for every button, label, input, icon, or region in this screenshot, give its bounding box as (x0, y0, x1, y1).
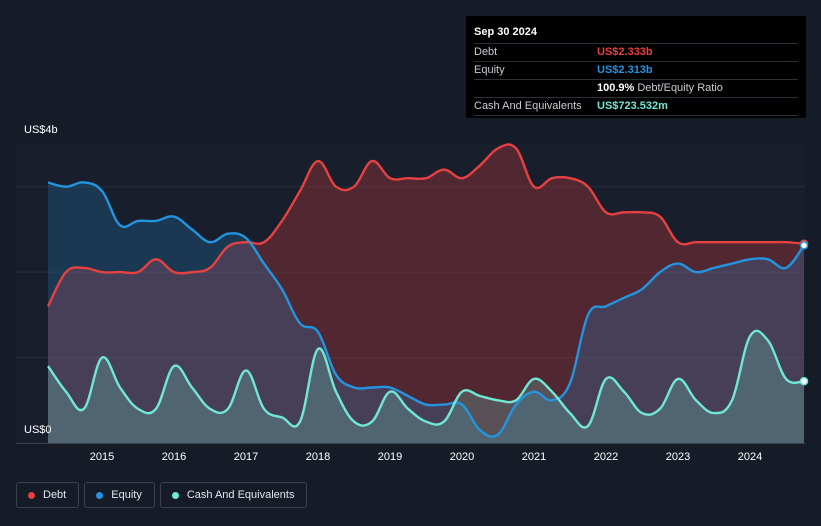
tooltip-panel: Sep 30 2024 Debt US$2.333b Equity US$2.3… (466, 16, 806, 118)
tooltip-row-equity: Equity US$2.313b (474, 61, 798, 79)
x-tick-label: 2021 (521, 451, 547, 463)
tooltip-debt-value: US$2.333b (597, 46, 653, 58)
x-tick-label: 2022 (593, 451, 619, 463)
tooltip-ratio-spacer (474, 80, 597, 97)
x-tick-label: 2023 (665, 451, 691, 463)
x-tick-label: 2019 (377, 451, 403, 463)
x-tick-label: 2017 (233, 451, 259, 463)
tooltip-cash-value: US$723.532m (597, 100, 668, 112)
debt-area (48, 144, 804, 443)
legend-equity-dot-icon (96, 491, 104, 499)
y-axis-bottom-label: US$0 (24, 424, 52, 436)
legend-item-cash[interactable]: Cash And Equivalents (159, 482, 308, 508)
legend-debt-label: Debt (43, 489, 67, 501)
equity-endpoint-marker (799, 241, 809, 250)
x-tick-label: 2015 (89, 451, 115, 463)
tooltip-cash-label: Cash And Equivalents (474, 100, 582, 112)
tooltip-row-ratio: 100.9% Debt/Equity Ratio (474, 79, 798, 97)
cash-endpoint-marker (799, 376, 809, 386)
tooltip-date: Sep 30 2024 (474, 26, 537, 38)
legend-equity-label: Equity (111, 489, 142, 501)
x-tick-label: 2016 (161, 451, 187, 463)
legend-cash-dot-icon (171, 491, 179, 499)
x-tick-label: 2024 (737, 451, 763, 463)
tooltip-debt-label: Debt (474, 46, 498, 58)
legend-item-equity[interactable]: Equity (84, 482, 155, 508)
legend-item-debt[interactable]: Debt (16, 482, 80, 508)
equity-line (47, 181, 805, 438)
tooltip-row-debt: Debt US$2.333b (474, 43, 798, 61)
series-areas (48, 144, 804, 443)
tooltip-ratio-value: 100.9% (597, 82, 635, 94)
cash-area (48, 330, 804, 443)
series-lines (46, 143, 805, 438)
tooltip-equity-value: US$2.313b (597, 64, 653, 76)
tooltip-equity-label: Equity (474, 64, 505, 76)
endpoint-markers (799, 239, 809, 386)
legend-cash-label: Cash And Equivalents (186, 489, 295, 501)
x-tick-label: 2018 (305, 451, 331, 463)
tooltip-ratio-label: Debt/Equity Ratio (637, 82, 723, 94)
y-axis-top-label: US$4b (24, 124, 58, 136)
cash-line (47, 329, 805, 429)
x-tick-label: 2020 (449, 451, 475, 463)
legend-debt-dot-icon (28, 491, 35, 499)
legend: Debt Equity Cash And Equivalents (16, 482, 308, 508)
plot-background (16, 144, 805, 444)
gridlines (16, 186, 805, 444)
equity-area (48, 182, 804, 443)
debt-line (46, 143, 805, 307)
tooltip-row-cash: Cash And Equivalents US$723.532m (474, 97, 798, 116)
